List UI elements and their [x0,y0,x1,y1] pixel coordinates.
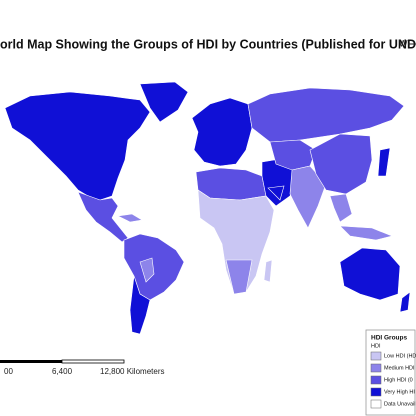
scale-bar: 00 6,400 12,800 Kilometers [0,359,164,376]
indonesia [339,225,393,241]
new-zealand [399,291,411,313]
scale-label: 00 [4,367,13,376]
legend-label: Very High HI [384,389,415,395]
legend-swatch [370,375,382,385]
greenland [139,81,189,123]
japan [377,147,391,177]
southeast-asia [329,193,353,223]
scale-label: 6,400 [52,367,73,376]
scale-label: 12,800 Kilometers [100,367,164,376]
north-america [4,91,151,201]
legend-label: Data Unavail [384,401,416,407]
australia [339,247,401,301]
south-america-north [123,233,185,301]
legend-swatch [370,351,382,361]
gulf-states [267,185,285,201]
legend-label: Low HDI (HD [384,353,416,359]
legend-label: High HDI (0 [384,377,413,383]
bolivia [139,257,155,283]
madagascar [263,259,273,283]
caribbean [117,213,143,223]
china [309,133,373,195]
legend-subheading: HDI [371,343,381,349]
map-title: orld Map Showing the Groups of HDI by Co… [0,37,416,51]
legend-swatch [370,399,382,409]
legend-label: Medium HDI [384,365,415,371]
scale-segment [61,359,125,364]
legend: HDI Groups HDI Low HDI (HD Medium HDI High… [365,329,416,416]
central-america [77,191,129,243]
world-map [4,81,411,335]
sub-saharan-africa [197,189,275,295]
legend-heading: HDI Groups [371,335,407,342]
south-asia [289,165,327,229]
southern-africa [225,259,253,295]
south-america-south [129,275,151,335]
scale-segment [0,360,62,363]
legend-swatch [370,387,382,397]
compass-letter: W [399,38,408,48]
legend-swatch [370,363,382,373]
europe [191,97,253,167]
